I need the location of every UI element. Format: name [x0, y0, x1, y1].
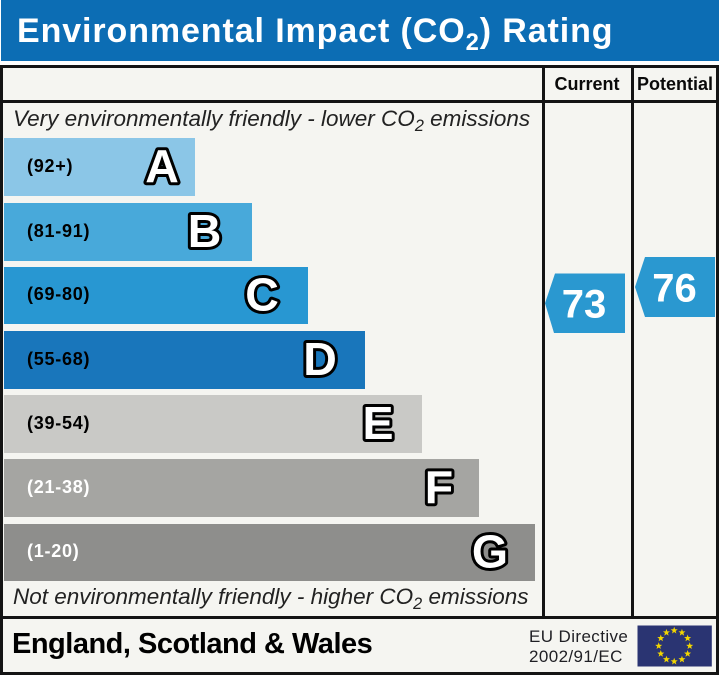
- svg-text:G: G: [472, 526, 508, 578]
- svg-text:A: A: [145, 140, 179, 192]
- svg-text:73: 73: [562, 283, 607, 327]
- svg-text:D: D: [303, 333, 337, 385]
- svg-text:F: F: [425, 461, 453, 513]
- svg-text:B: B: [188, 205, 222, 257]
- svg-text:76: 76: [652, 267, 697, 311]
- svg-text:E: E: [362, 397, 393, 449]
- svg-text:C: C: [245, 268, 279, 320]
